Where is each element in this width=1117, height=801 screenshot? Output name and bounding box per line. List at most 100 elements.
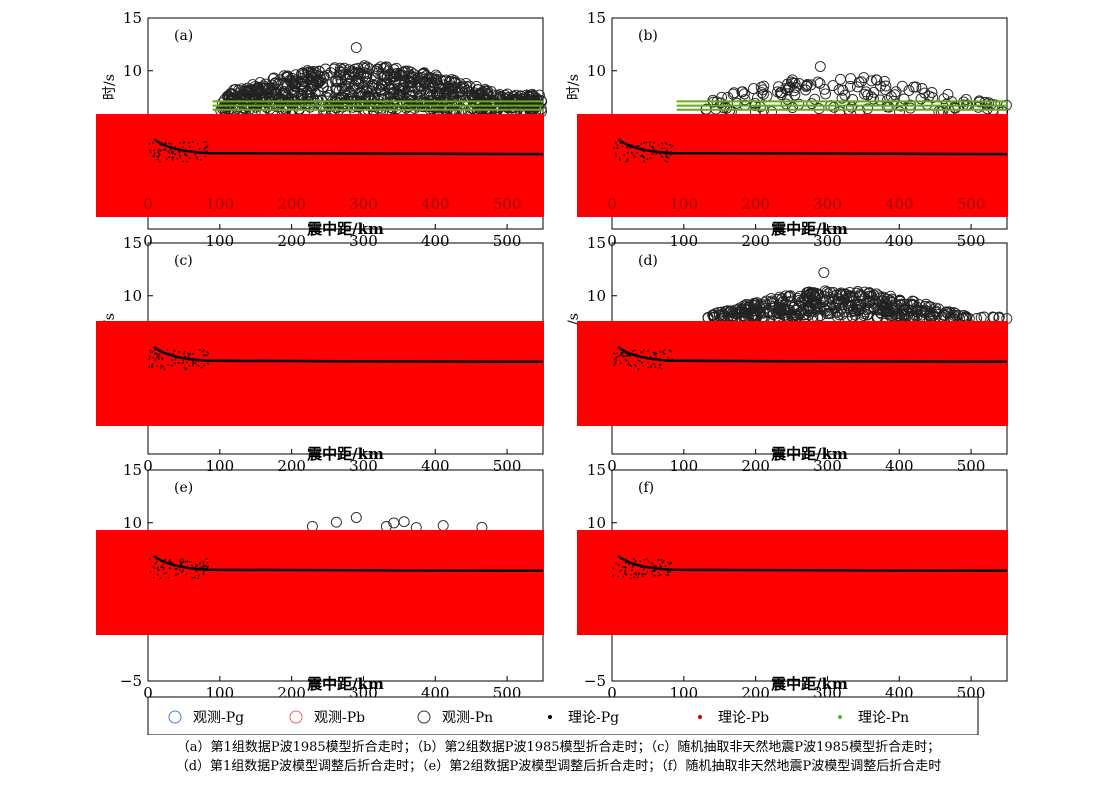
- pg-residue-dot: [153, 567, 156, 569]
- pn-observed-point: [350, 42, 362, 53]
- pg-residue-dot: [171, 152, 174, 155]
- x-tick-label: 400: [421, 457, 450, 475]
- occluded-x-tick-label: 500: [957, 195, 986, 213]
- pg-residue-dot: [640, 566, 642, 568]
- x-tick-label: 0: [143, 457, 153, 475]
- pg-residue-dot: [651, 153, 654, 156]
- pg-residue-dot: [174, 362, 176, 365]
- pg-residue-dot: [162, 566, 164, 568]
- pg-residue-dot: [615, 359, 617, 361]
- pn-observed-point: [889, 89, 901, 101]
- legend-marker: [548, 715, 552, 719]
- pn-observed-point: [958, 310, 970, 321]
- pg-residue-dot: [634, 349, 636, 351]
- occluded-x-tick-label: 200: [741, 195, 770, 213]
- pg-residue-dot: [648, 566, 651, 568]
- x-tick-label: 200: [741, 232, 770, 250]
- pn-observed-point: [521, 89, 533, 101]
- pg-residue-dot: [184, 355, 186, 358]
- figure-caption: （a）第1组数据P波1985模型折合走时；（b）第2组数据P波1985模型折合走…: [0, 738, 1117, 776]
- pg-residue-dot: [207, 565, 209, 568]
- x-tick-label: 400: [885, 232, 914, 250]
- pg-residue-dot: [207, 352, 209, 355]
- pg-residue-dot: [670, 146, 672, 149]
- pn-observed-point: [894, 295, 906, 307]
- pg-residue-dot: [204, 568, 206, 570]
- pn-observed-point: [383, 74, 395, 86]
- pn-observed-point: [372, 63, 384, 75]
- redaction-band: [577, 114, 1008, 217]
- pg-residue-dot: [156, 353, 159, 355]
- pg-residue-dot: [182, 569, 184, 571]
- pg-residue-dot: [666, 149, 668, 152]
- pg-residue-dot: [202, 354, 205, 357]
- pg-residue-dot: [169, 559, 171, 561]
- pg-residue-dot: [174, 146, 176, 148]
- pg-residue-dot: [160, 364, 162, 367]
- pg-residue-dot: [646, 358, 648, 360]
- pg-residue-dot: [167, 150, 170, 152]
- y-tick-label: 10: [123, 514, 142, 532]
- pg-residue-dot: [195, 563, 197, 565]
- pg-residue-dot: [663, 569, 666, 571]
- pg-trace-residue: [612, 554, 1008, 580]
- pg-residue-dot: [649, 144, 651, 146]
- pn-observed-point: [494, 92, 506, 103]
- pg-residue-dot: [627, 354, 630, 356]
- pn-observed-point: [439, 83, 451, 95]
- pn-observed-point: [794, 309, 805, 320]
- pn-observed-point: [369, 70, 381, 82]
- pg-residue-dot: [152, 576, 155, 579]
- pg-residue-dot: [657, 559, 660, 561]
- pn-observed-point: [226, 88, 238, 100]
- pg-residue-dot: [149, 349, 152, 352]
- pg-residue-dot: [172, 564, 175, 566]
- pg-residue-dot: [629, 577, 632, 580]
- pg-residue-dot: [196, 158, 199, 161]
- pg-trace-line: [617, 554, 1008, 573]
- pg-residue-dot: [635, 353, 637, 356]
- x-axis-label: 震中距/km: [307, 675, 384, 693]
- pg-residue-dot: [660, 155, 663, 157]
- chart-panel-d: (d) 10 15/s 0 100 200 300 400 500 震中距/km: [566, 234, 1013, 475]
- pn-observed-point: [812, 76, 824, 88]
- legend-label: 理论-Pg: [568, 710, 619, 726]
- pn-observed-point: [827, 80, 839, 92]
- pg-residue-dot: [642, 155, 645, 158]
- pn-observed-point: [296, 72, 308, 84]
- pn-observed-point: [338, 62, 350, 74]
- pg-residue-dot: [624, 358, 627, 361]
- pg-residue-dot: [626, 146, 628, 149]
- pg-residue-dot: [620, 362, 622, 364]
- pg-residue-dot: [620, 351, 623, 354]
- pn-observed-point: [772, 86, 783, 98]
- x-tick-label: 500: [957, 457, 986, 475]
- pg-residue-dot: [642, 155, 644, 158]
- pn-observed-point: [787, 102, 798, 113]
- pn-observed-point: [305, 83, 317, 95]
- pn-observed-point: [809, 93, 821, 105]
- pg-residue-dot: [670, 154, 672, 156]
- pg-residue-dot: [170, 561, 172, 563]
- pg-residue-dot: [654, 569, 656, 572]
- pn-observed-point: [431, 102, 443, 114]
- pg-residue-dot: [153, 149, 155, 151]
- pg-residue-dot: [649, 356, 652, 358]
- pg-residue-dot: [157, 151, 160, 153]
- pg-trace-residue: [613, 345, 1008, 370]
- pn-observed-point: [858, 310, 870, 321]
- pn-observed-point: [949, 102, 961, 114]
- pg-residue-dot: [179, 156, 181, 158]
- pn-observed-point: [960, 93, 972, 105]
- pn-observed-point: [748, 300, 759, 312]
- pg-residue-dot: [203, 570, 206, 572]
- pg-residue-dot: [647, 350, 649, 352]
- pg-residue-dot: [616, 356, 618, 359]
- x-tick-label: 200: [277, 232, 306, 250]
- pg-residue-dot: [183, 150, 185, 153]
- y-axis-label: 时/s: [566, 74, 582, 100]
- pn-observed-point: [313, 65, 325, 77]
- pg-residue-dot: [159, 577, 162, 579]
- pg-residue-dot: [194, 362, 197, 365]
- pg-residue-dot: [169, 567, 172, 569]
